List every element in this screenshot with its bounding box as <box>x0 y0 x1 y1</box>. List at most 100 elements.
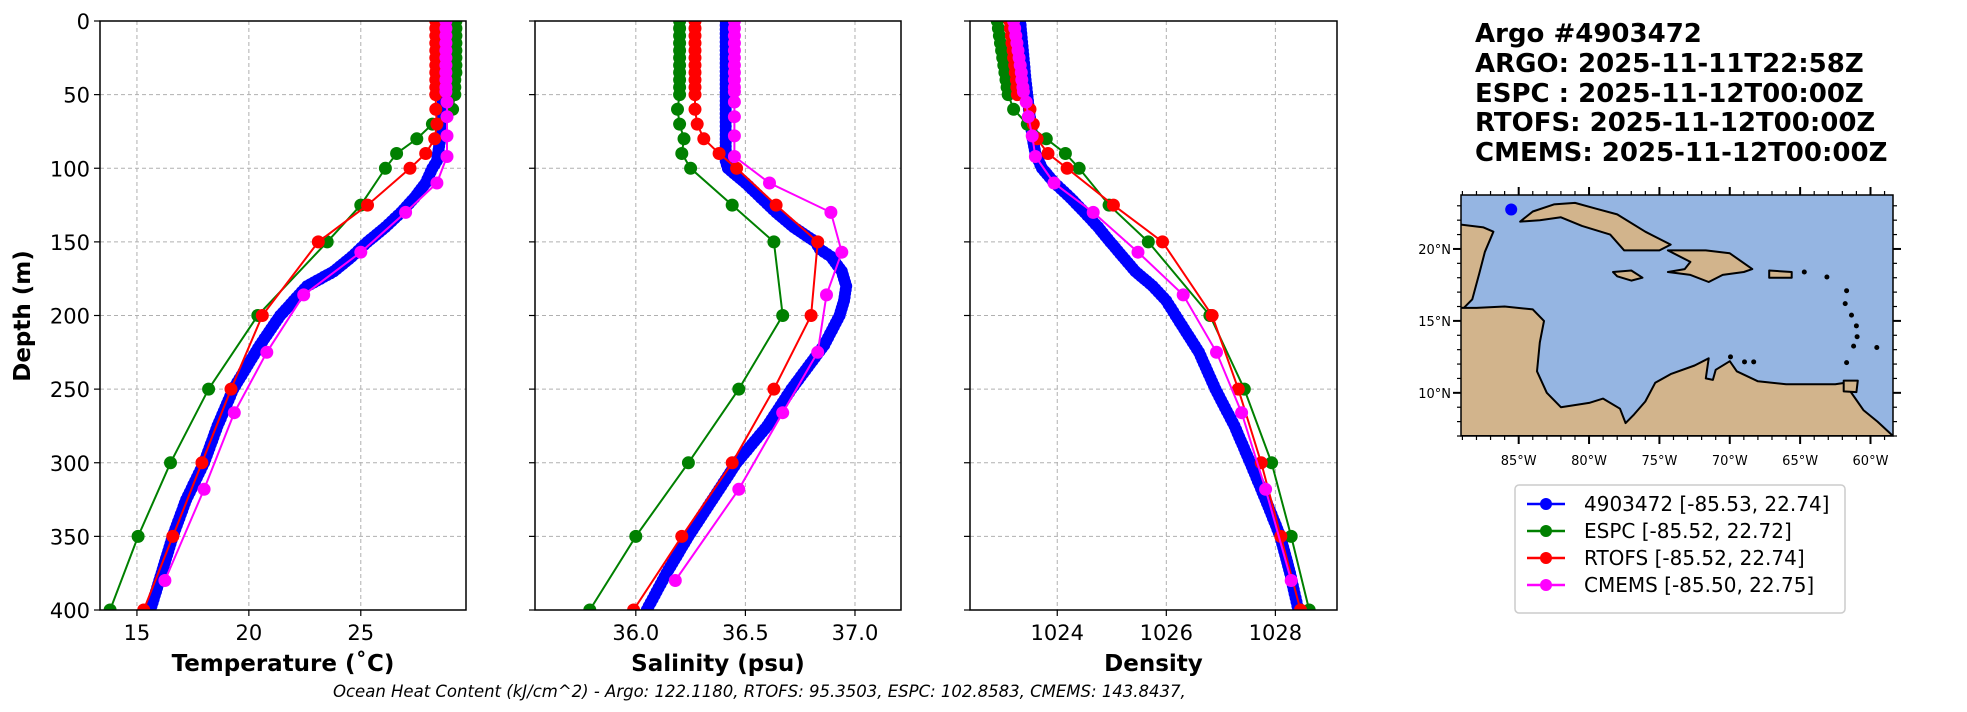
y-tick-label: 100 <box>50 157 90 181</box>
y-tick-label: 250 <box>50 378 90 402</box>
series-line <box>674 21 843 582</box>
data-point <box>419 147 433 160</box>
data-point <box>1072 161 1086 175</box>
series-cmems <box>1007 21 1298 587</box>
land-jamaica <box>1612 269 1644 282</box>
x-tick-label: 1028 <box>1249 621 1302 645</box>
legend-marker <box>1540 552 1552 564</box>
legend-entry-argo: 4903472 [-85.53, 22.74] <box>1527 492 1829 516</box>
y-tick-label: 50 <box>63 84 90 108</box>
data-point <box>688 88 702 102</box>
x-tick-label: 15 <box>124 621 151 645</box>
salinity-panel: 36.0 36.5 37.0 Salinity (psu) <box>529 20 902 677</box>
data-point <box>227 406 241 420</box>
data-point <box>675 529 689 543</box>
legend-entry-rtofs: RTOFS [-85.52, 22.74] <box>1527 546 1805 570</box>
map-lon-label: 70°W <box>1712 454 1748 469</box>
data-point <box>429 102 443 116</box>
legend-entry-cmems: CMEMS [-85.50, 22.75] <box>1527 573 1814 597</box>
data-point <box>776 406 790 420</box>
series-espc <box>583 21 790 610</box>
data-point <box>1284 574 1298 587</box>
data-point <box>410 132 424 146</box>
series-group <box>990 21 1316 610</box>
data-point <box>1025 129 1039 143</box>
land-small-island <box>1844 360 1850 366</box>
data-point <box>820 288 833 302</box>
y-tick-label: 300 <box>50 452 90 476</box>
x-axis-label: Salinity (psu) <box>631 651 805 677</box>
x-tick-label: 1026 <box>1140 621 1193 645</box>
data-point <box>1131 245 1145 259</box>
data-point <box>725 456 739 470</box>
data-point <box>361 198 374 212</box>
data-point <box>725 198 739 212</box>
data-point <box>675 147 689 160</box>
data-point <box>684 161 698 175</box>
x-tick-label: 37.0 <box>832 621 879 645</box>
map-lon-label: 60°W <box>1853 454 1889 469</box>
land-trinidad <box>1842 379 1859 394</box>
data-point <box>297 288 311 302</box>
data-point <box>1060 161 1074 175</box>
depth-axis-label: Depth (m) <box>10 250 36 382</box>
land-group <box>1461 201 1893 436</box>
land-small-island <box>1742 359 1747 365</box>
data-point <box>688 102 702 116</box>
data-point <box>727 129 741 143</box>
data-point <box>677 132 691 146</box>
data-point <box>1016 85 1030 99</box>
map-lon-label: 75°W <box>1641 454 1677 469</box>
data-point <box>690 117 704 131</box>
series-rtofs <box>137 21 444 610</box>
x-tick-label: 25 <box>347 621 374 645</box>
data-point <box>835 245 849 259</box>
data-point <box>137 603 151 610</box>
data-point <box>671 102 684 116</box>
y-tick-label: 350 <box>50 525 90 549</box>
x-axis-label: Temperature (˚C) <box>172 650 395 677</box>
legend-label: ESPC [-85.52, 22.72] <box>1584 519 1792 543</box>
data-point <box>1259 482 1273 496</box>
data-point <box>399 205 413 219</box>
data-point <box>1041 147 1055 160</box>
data-point <box>767 382 781 396</box>
title-line-argo-time: ARGO: 2025-11-11T22:58Z <box>1475 49 1864 79</box>
data-point <box>1039 132 1053 146</box>
data-point <box>727 95 741 109</box>
data-point <box>1019 95 1033 109</box>
data-point <box>440 110 454 124</box>
title-line-espc-time: ESPC : 2025-11-12T00:00Z <box>1475 79 1864 109</box>
data-point <box>732 482 746 496</box>
data-point <box>1141 235 1155 249</box>
temperature-panel: 15 20 25050100150200250300350400Temperatur… <box>50 10 467 677</box>
data-point <box>727 150 741 163</box>
data-point <box>195 456 209 470</box>
data-point <box>1001 88 1015 102</box>
location-map: 85°W 80°W 75°W 70°W 65°W 60°W 10°N 15°N 20°N <box>1418 187 1901 469</box>
data-point <box>712 147 726 160</box>
land-small-island <box>1728 354 1733 360</box>
data-point <box>439 85 453 99</box>
map-lon-label: 65°W <box>1782 454 1818 469</box>
ocean-heat-content-footer: Ocean Heat Content (kJ/cm^2) - Argo: 122… <box>333 682 1186 701</box>
data-point <box>1086 205 1100 219</box>
density-panel: 1024 1026 1028 Density <box>964 20 1338 677</box>
legend-label: RTOFS [-85.52, 22.74] <box>1584 546 1805 570</box>
data-point <box>804 309 818 322</box>
data-point <box>1047 176 1061 190</box>
data-point <box>1265 456 1279 470</box>
grid-lines <box>535 20 901 611</box>
legend-marker <box>1540 579 1552 591</box>
series-line <box>1012 21 1293 581</box>
data-point <box>164 456 177 470</box>
y-tick-label: 200 <box>50 305 90 329</box>
data-point <box>1284 529 1298 543</box>
land-small-island <box>1824 274 1830 280</box>
data-point <box>255 309 269 322</box>
data-point <box>697 132 711 146</box>
data-point <box>1210 345 1223 359</box>
data-point <box>1021 110 1035 124</box>
land-small-island <box>1844 288 1850 294</box>
data-point <box>224 382 238 396</box>
